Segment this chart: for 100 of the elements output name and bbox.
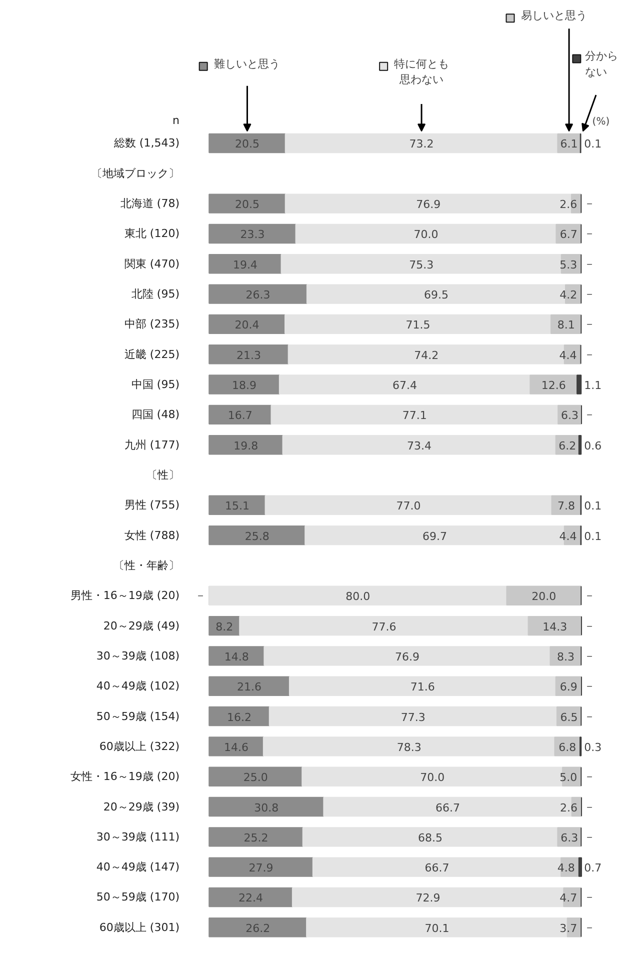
bar xyxy=(262,736,556,756)
data-label: 6.9 xyxy=(560,680,578,694)
data-label: － xyxy=(584,920,596,934)
data-label: 20.5 xyxy=(234,138,260,151)
bar xyxy=(578,857,582,877)
bar xyxy=(208,706,270,726)
bar xyxy=(208,224,296,244)
bar xyxy=(208,857,314,877)
y-tick-label: 総数 (1,543) xyxy=(112,136,180,150)
bar xyxy=(528,616,582,636)
data-label: － xyxy=(584,257,596,270)
data-label: 0.1 xyxy=(584,530,602,543)
y-tick-label: 〔地域ブロック〕 xyxy=(92,166,180,180)
data-label: 2.6 xyxy=(560,801,578,814)
data-label: 26.3 xyxy=(246,288,270,302)
data-label: 18.9 xyxy=(232,379,257,392)
data-label: 6.8 xyxy=(558,740,576,754)
bar xyxy=(208,525,306,546)
bar xyxy=(208,254,282,274)
data-label: 70.0 xyxy=(420,771,445,784)
data-label: 78.3 xyxy=(396,740,422,754)
bar xyxy=(208,736,264,756)
y-tick-label: 50～59歳 (170) xyxy=(96,890,180,904)
data-label: － xyxy=(584,288,596,301)
y-tick-label: 北陸 (95) xyxy=(131,288,180,301)
data-label: 67.4 xyxy=(392,379,418,392)
data-label: 14.6 xyxy=(224,740,249,754)
data-label: 15.1 xyxy=(224,500,250,513)
data-label: 4.2 xyxy=(560,288,578,302)
data-label: 19.4 xyxy=(232,258,258,272)
y-tick-label: 50～59歳 (154) xyxy=(96,710,180,723)
data-label: 70.0 xyxy=(414,228,438,242)
data-label: － xyxy=(584,830,596,844)
bar xyxy=(530,374,578,394)
data-label: 16.7 xyxy=(228,409,252,422)
y-tick-label: 北海道 (78) xyxy=(120,197,180,210)
legend-label: 特に何とも思わない xyxy=(394,57,450,86)
bar xyxy=(208,887,293,908)
data-label: 20.4 xyxy=(234,318,260,332)
data-label: 20.5 xyxy=(234,198,260,212)
y-tick-label: 〔性・年齢〕 xyxy=(114,558,180,572)
bar xyxy=(284,133,558,154)
data-label: 77.1 xyxy=(402,409,427,422)
data-label: 4.8 xyxy=(557,862,575,875)
data-label: － xyxy=(584,318,596,331)
legend-label: 易しいと思う xyxy=(521,9,588,22)
data-label: 0.3 xyxy=(584,740,602,754)
data-label: 8.2 xyxy=(216,620,234,634)
bar xyxy=(550,646,582,666)
y-tick-label: 〔性〕 xyxy=(146,468,180,482)
data-label: 1.1 xyxy=(584,379,602,392)
bar xyxy=(278,374,531,394)
bar xyxy=(208,586,508,606)
bar xyxy=(268,706,558,726)
data-label: 74.2 xyxy=(414,348,439,362)
data-label: 6.5 xyxy=(560,710,578,724)
bar xyxy=(208,796,324,817)
data-label: 73.2 xyxy=(409,138,434,151)
bar xyxy=(295,224,557,244)
bar xyxy=(550,314,582,334)
data-label: 26.2 xyxy=(246,922,270,935)
data-label: 3.7 xyxy=(560,922,578,935)
data-label: － xyxy=(584,197,596,210)
data-label: 77.6 xyxy=(372,620,396,634)
bar xyxy=(208,495,266,516)
y-tick-label: 四国 (48) xyxy=(131,408,180,422)
y-tick-label: 60歳以上 (301) xyxy=(99,920,180,934)
data-label: 20.0 xyxy=(532,590,556,604)
bar xyxy=(264,495,552,516)
bar xyxy=(208,827,304,847)
data-label: 71.6 xyxy=(410,680,435,694)
legend-label: 難しいと思う xyxy=(214,57,280,70)
data-label: 4.7 xyxy=(560,892,578,905)
y-tick-label: 男性 (755) xyxy=(124,498,180,512)
bar xyxy=(208,404,272,425)
bar xyxy=(578,434,582,455)
bar xyxy=(284,314,552,334)
data-label: 6.1 xyxy=(560,138,578,151)
y-tick-label: 九州 (177) xyxy=(124,438,180,452)
y-tick-label: 東北 (120) xyxy=(124,227,180,240)
bar xyxy=(280,254,562,274)
data-label: 69.5 xyxy=(424,288,448,302)
bar xyxy=(576,374,582,394)
bar xyxy=(208,766,303,786)
bar xyxy=(506,586,582,606)
y-tick-label: 20～29歳 (49) xyxy=(103,619,180,632)
data-label: 6.3 xyxy=(560,831,578,844)
bar xyxy=(282,434,556,455)
data-label: 25.0 xyxy=(243,771,268,784)
y-tick-label: 40～49歳 (147) xyxy=(96,860,180,874)
data-label: 77.3 xyxy=(400,710,426,724)
data-label: 80.0 xyxy=(346,590,370,604)
data-label: － xyxy=(195,589,206,602)
bar xyxy=(208,918,308,938)
data-label: 14.8 xyxy=(224,650,249,664)
data-label: 6.7 xyxy=(560,228,578,242)
data-label: － xyxy=(584,800,596,814)
y-tick-label: 近畿 (225) xyxy=(124,348,180,361)
bar xyxy=(264,646,551,666)
bar xyxy=(208,344,289,364)
